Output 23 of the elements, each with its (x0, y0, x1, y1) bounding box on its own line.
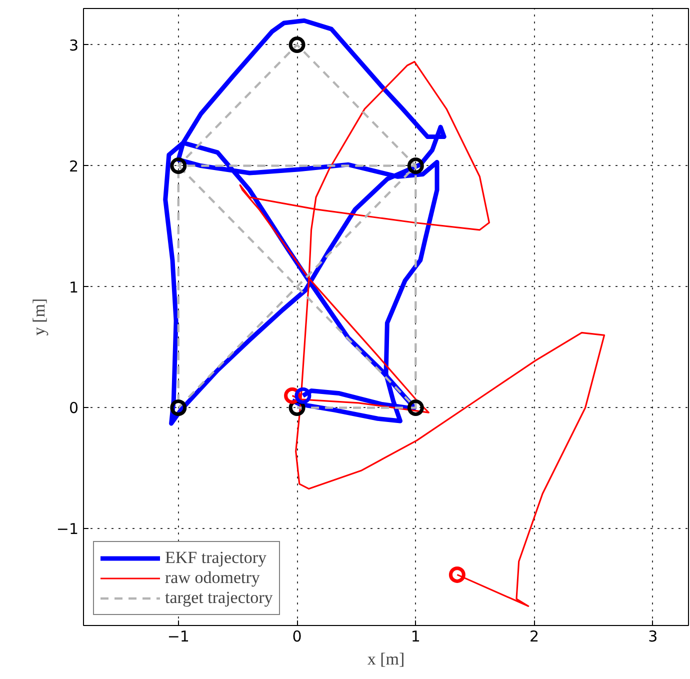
line-series (163, 18, 446, 426)
x-tick-label: 3 (648, 628, 658, 646)
point (407, 158, 424, 174)
legend-label: target trajectory (165, 588, 273, 608)
x-tick-label: 0 (292, 628, 302, 646)
legend-label: EKF trajectory (165, 548, 266, 568)
x-tick-label: 2 (530, 628, 540, 646)
y-axis-title: y [m] (29, 298, 48, 336)
point (170, 158, 187, 174)
legend-label: raw odometry (165, 568, 260, 588)
point (288, 36, 306, 54)
x-tick-label: −1 (167, 628, 190, 646)
x-tick-label: 1 (410, 628, 420, 646)
y-tick-label: 3 (68, 36, 79, 54)
y-tick-label: 1 (68, 278, 79, 296)
point (294, 387, 312, 404)
point (448, 566, 466, 583)
point (170, 400, 187, 416)
point (407, 400, 424, 416)
y-tick-label: −1 (56, 520, 79, 538)
x-axis-title: x [m] (367, 650, 405, 668)
y-tick-label: 0 (68, 399, 79, 418)
y-tick-label: 2 (68, 157, 79, 176)
